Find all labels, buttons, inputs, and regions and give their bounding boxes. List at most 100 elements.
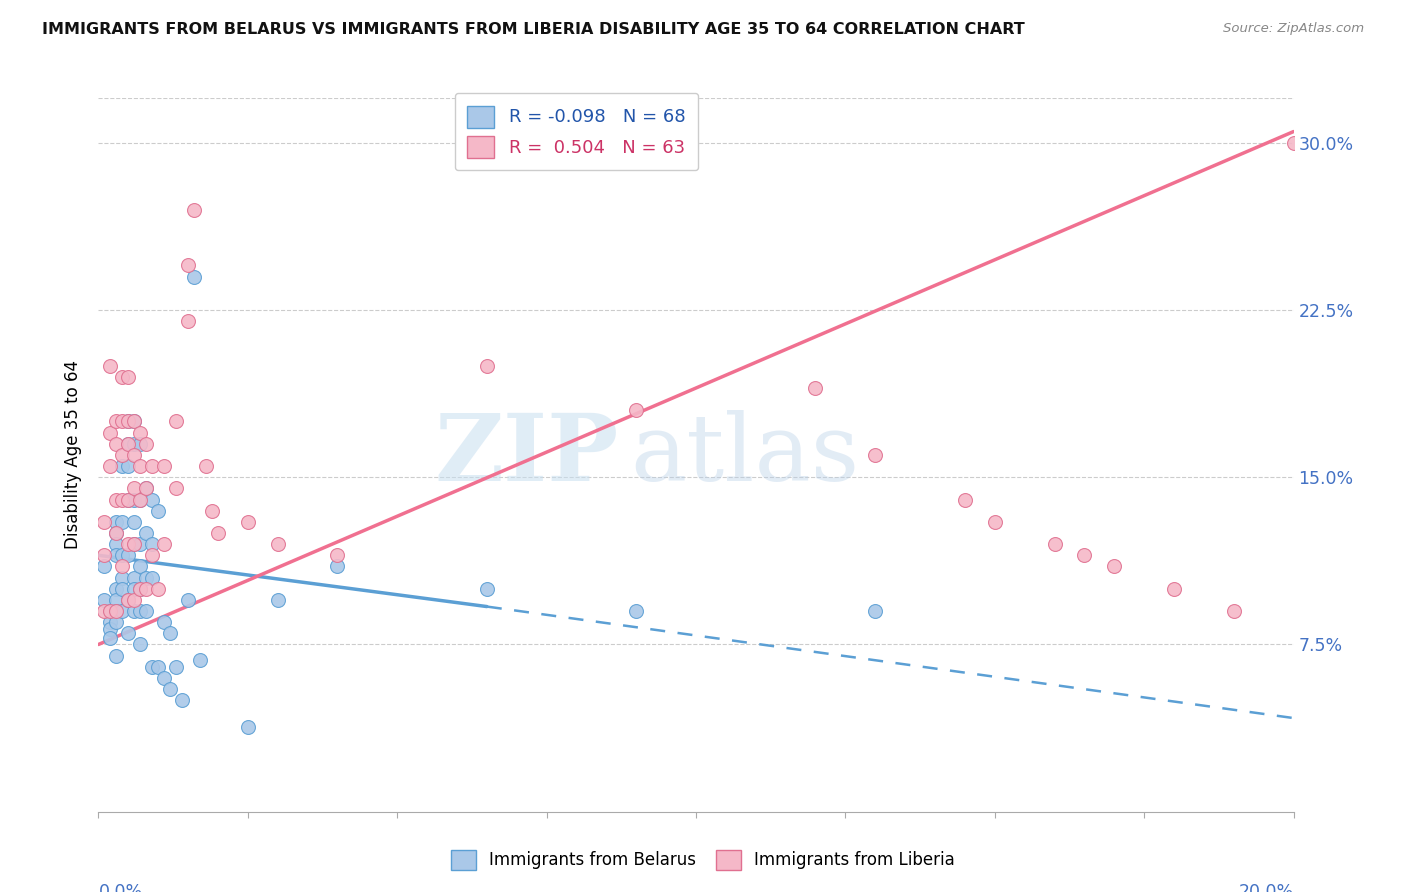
Point — [111, 492, 134, 507]
Point — [153, 459, 176, 474]
Point — [153, 615, 176, 630]
Point — [129, 492, 152, 507]
Point — [129, 459, 152, 474]
Point — [117, 548, 139, 563]
Point — [124, 604, 146, 618]
Point — [117, 537, 139, 551]
Point — [129, 492, 152, 507]
Point — [117, 626, 139, 640]
Point — [93, 515, 115, 529]
Point — [124, 492, 146, 507]
Text: IMMIGRANTS FROM BELARUS VS IMMIGRANTS FROM LIBERIA DISABILITY AGE 35 TO 64 CORRE: IMMIGRANTS FROM BELARUS VS IMMIGRANTS FR… — [42, 22, 1025, 37]
Point — [117, 436, 139, 450]
Point — [804, 381, 827, 395]
Point — [105, 604, 128, 618]
Point — [165, 414, 187, 429]
Point — [124, 414, 146, 429]
Point — [135, 482, 157, 496]
Point — [105, 414, 128, 429]
Point — [267, 537, 290, 551]
Point — [953, 492, 976, 507]
Point — [100, 459, 122, 474]
Point — [207, 526, 229, 541]
Point — [177, 592, 200, 607]
Point — [326, 548, 349, 563]
Point — [183, 202, 205, 217]
Text: atlas: atlas — [630, 410, 859, 500]
Point — [124, 515, 146, 529]
Point — [105, 548, 128, 563]
Point — [129, 637, 152, 651]
Point — [111, 604, 134, 618]
Text: Source: ZipAtlas.com: Source: ZipAtlas.com — [1223, 22, 1364, 36]
Point — [93, 592, 115, 607]
Point — [626, 403, 648, 417]
Point — [93, 548, 115, 563]
Point — [124, 448, 146, 462]
Point — [111, 548, 134, 563]
Point — [148, 660, 170, 674]
Point — [124, 592, 146, 607]
Point — [141, 537, 163, 551]
Point — [165, 482, 187, 496]
Point — [100, 615, 122, 630]
Point — [105, 604, 128, 618]
Point — [141, 548, 163, 563]
Point — [865, 448, 887, 462]
Point — [117, 492, 139, 507]
Point — [188, 653, 211, 667]
Point — [135, 526, 157, 541]
Point — [100, 622, 122, 636]
Point — [135, 571, 157, 585]
Point — [124, 571, 146, 585]
Point — [117, 414, 139, 429]
Point — [135, 436, 157, 450]
Point — [111, 559, 134, 574]
Point — [153, 537, 176, 551]
Point — [865, 604, 887, 618]
Point — [111, 571, 134, 585]
Point — [111, 448, 134, 462]
Point — [626, 604, 648, 618]
Point — [135, 482, 157, 496]
Point — [183, 269, 205, 284]
Point — [129, 582, 152, 596]
Point — [129, 604, 152, 618]
Point — [117, 459, 139, 474]
Point — [129, 425, 152, 440]
Point — [100, 604, 122, 618]
Point — [141, 459, 163, 474]
Point — [1223, 604, 1246, 618]
Point — [148, 503, 170, 517]
Point — [165, 660, 187, 674]
Point — [475, 359, 498, 373]
Text: 20.0%: 20.0% — [1239, 883, 1294, 892]
Point — [1282, 136, 1305, 150]
Point — [105, 526, 128, 541]
Text: ZIP: ZIP — [434, 410, 619, 500]
Point — [124, 537, 146, 551]
Point — [100, 425, 122, 440]
Point — [105, 436, 128, 450]
Point — [100, 604, 122, 618]
Point — [100, 359, 122, 373]
Point — [111, 414, 134, 429]
Point — [135, 582, 157, 596]
Point — [172, 693, 194, 707]
Point — [148, 582, 170, 596]
Point — [117, 592, 139, 607]
Point — [117, 492, 139, 507]
Point — [117, 414, 139, 429]
Legend: Immigrants from Belarus, Immigrants from Liberia: Immigrants from Belarus, Immigrants from… — [444, 843, 962, 877]
Point — [177, 314, 200, 328]
Point — [129, 559, 152, 574]
Point — [124, 582, 146, 596]
Point — [1073, 548, 1095, 563]
Point — [100, 631, 122, 645]
Point — [267, 592, 290, 607]
Point — [117, 436, 139, 450]
Point — [105, 526, 128, 541]
Point — [124, 436, 146, 450]
Point — [111, 582, 134, 596]
Point — [105, 492, 128, 507]
